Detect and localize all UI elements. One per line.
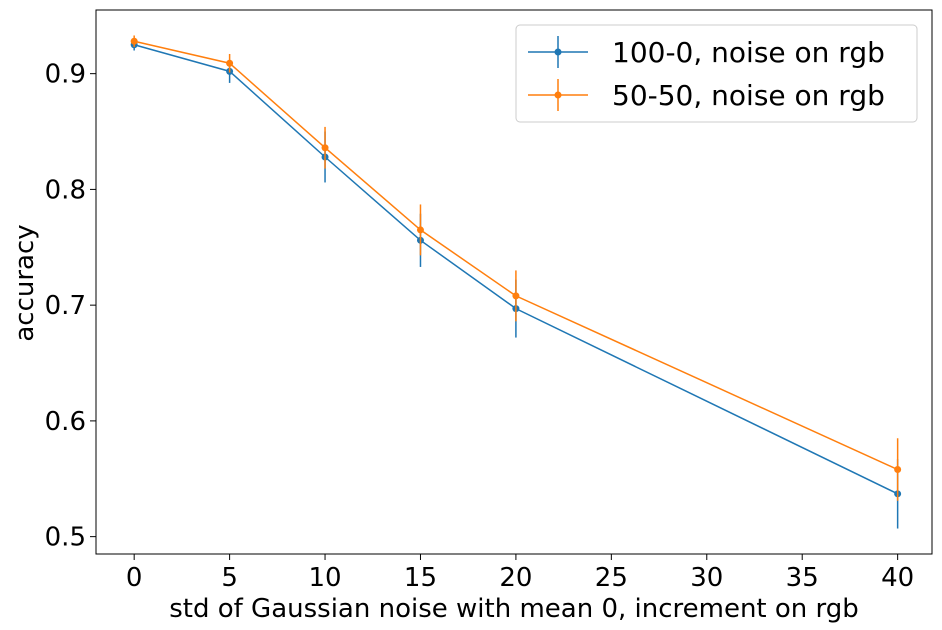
series-layer bbox=[130, 35, 902, 529]
x-axis-title: std of Gaussian noise with mean 0, incre… bbox=[169, 594, 859, 624]
y-tick-label: 0.7 bbox=[45, 291, 86, 321]
legend-marker bbox=[554, 91, 562, 99]
y-axis: 0.5 0.6 0.7 0.8 0.9 bbox=[45, 60, 96, 553]
legend: 100-0, noise on rgb 50-50, noise on rgb bbox=[515, 24, 918, 123]
data-point bbox=[321, 144, 329, 152]
legend-label: 50-50, noise on rgb bbox=[612, 79, 885, 112]
legend-box bbox=[515, 24, 918, 123]
x-tick-label: 5 bbox=[221, 563, 238, 593]
legend-entry: 100-0, noise on rgb bbox=[528, 36, 885, 69]
x-tick-label: 10 bbox=[308, 563, 341, 593]
plot-frame bbox=[95, 9, 933, 555]
x-axis: 0 5 10 15 20 25 30 35 40 bbox=[126, 554, 914, 593]
data-point bbox=[894, 466, 902, 474]
series-line bbox=[133, 44, 898, 495]
x-tick-label: 30 bbox=[690, 563, 723, 593]
legend-entry: 50-50, noise on rgb bbox=[528, 79, 885, 112]
data-point bbox=[226, 59, 234, 67]
y-tick-label: 0.9 bbox=[45, 60, 86, 90]
x-tick-label: 35 bbox=[786, 563, 819, 593]
y-tick-label: 0.8 bbox=[45, 175, 86, 205]
y-tick-label: 0.5 bbox=[45, 523, 86, 553]
data-point bbox=[512, 292, 520, 300]
legend-marker bbox=[554, 48, 562, 56]
data-point bbox=[130, 37, 138, 45]
x-tick-label: 15 bbox=[404, 563, 437, 593]
y-tick-label: 0.6 bbox=[45, 407, 86, 437]
x-tick-label: 40 bbox=[881, 563, 914, 593]
x-tick-label: 20 bbox=[499, 563, 532, 593]
x-tick-label: 0 bbox=[126, 563, 143, 593]
series-2 bbox=[130, 35, 902, 501]
x-tick-label: 25 bbox=[595, 563, 628, 593]
data-point bbox=[416, 226, 424, 234]
series-line bbox=[134, 40, 898, 471]
y-axis-title: accuracy bbox=[10, 224, 40, 341]
legend-label: 100-0, noise on rgb bbox=[612, 36, 885, 69]
